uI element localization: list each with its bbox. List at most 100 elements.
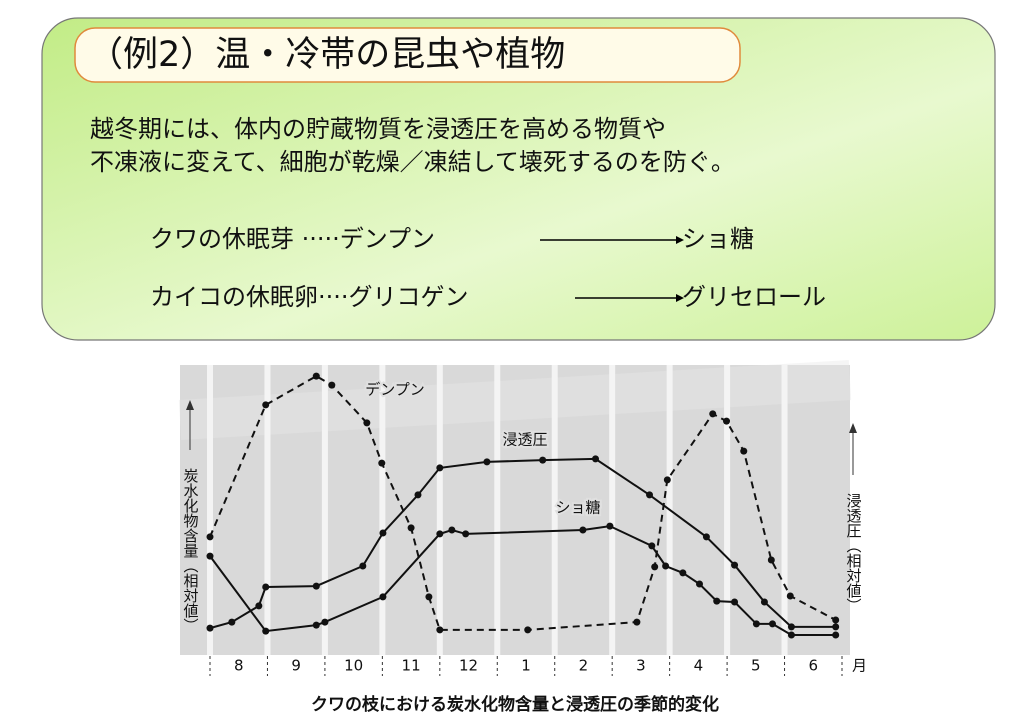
point <box>328 381 336 389</box>
point <box>787 623 795 631</box>
point <box>740 447 748 455</box>
point <box>379 529 387 537</box>
x-tick-label: 10 <box>344 657 363 675</box>
point <box>524 626 532 634</box>
point <box>414 491 422 499</box>
point <box>651 563 659 571</box>
point <box>436 530 444 538</box>
point <box>646 491 654 499</box>
point <box>262 401 270 409</box>
point <box>359 562 367 570</box>
axis-arrow-head <box>186 400 194 410</box>
point <box>206 624 214 632</box>
title: （例2）温・冷帯の昆虫や植物 <box>88 35 565 75</box>
point <box>312 372 320 380</box>
point <box>832 616 840 624</box>
point <box>663 476 671 484</box>
stripe <box>379 365 386 655</box>
stripe <box>321 365 328 655</box>
stripe <box>207 365 213 655</box>
panel <box>41 17 996 341</box>
stripe <box>724 365 731 655</box>
point <box>321 618 329 626</box>
y2-label: 浸透圧（相対値） <box>845 493 863 613</box>
point <box>312 621 320 629</box>
point <box>579 526 587 534</box>
series-line <box>209 525 836 636</box>
x-tick-label: 5 <box>751 657 761 675</box>
point <box>702 533 710 541</box>
point <box>787 631 795 639</box>
point <box>407 524 415 532</box>
x-tick-label: 12 <box>459 657 478 675</box>
point <box>786 592 794 600</box>
x-tick-label: 4 <box>694 657 704 675</box>
conv-to: ショ糖 <box>682 225 754 253</box>
point <box>448 526 456 534</box>
texture <box>178 360 852 440</box>
chart <box>178 360 852 655</box>
stripe <box>781 365 788 655</box>
chart-title: クワの枝における炭水化物含量と浸透圧の季節的変化 <box>311 694 719 715</box>
x-tick-label: 9 <box>291 657 301 675</box>
point <box>723 417 731 425</box>
x-tick-label: 2 <box>579 657 589 675</box>
point <box>436 626 444 634</box>
conv-from: クワの休眠芽 ·····デンプン <box>150 225 435 253</box>
point <box>262 583 270 591</box>
point <box>731 561 739 569</box>
y-label: 炭水化物含量（相対値） <box>182 468 200 633</box>
x-unit: 月 <box>852 657 867 675</box>
point <box>713 597 721 605</box>
conv-from: カイコの休眠卵····グリコゲン <box>150 283 469 311</box>
x-tick-label: 1 <box>521 657 531 675</box>
stripe <box>609 365 616 655</box>
series-label: デンプン <box>365 381 425 399</box>
point <box>709 410 717 418</box>
point <box>752 620 760 628</box>
point <box>378 459 386 467</box>
series-label: 浸透圧 <box>502 431 547 449</box>
series-label: ショ糖 <box>555 499 600 517</box>
point <box>255 602 263 610</box>
body-line: 不凍液に変えて、細胞が乾燥／凍結して壊死するのを防ぐ。 <box>90 148 735 176</box>
point <box>436 464 444 472</box>
point <box>679 569 687 577</box>
x-tick-label: 3 <box>636 657 646 675</box>
title-pill <box>74 27 741 83</box>
axis-arrow-head <box>849 423 857 433</box>
arrow-head <box>676 236 684 244</box>
point <box>539 456 547 464</box>
point <box>633 618 641 626</box>
stripe <box>436 365 443 655</box>
point <box>206 533 214 541</box>
point <box>483 458 491 466</box>
conv-to: グリセロール <box>682 283 826 311</box>
point <box>832 631 840 639</box>
point <box>363 419 371 427</box>
point <box>462 530 470 538</box>
point <box>312 582 320 590</box>
x-tick-label: 11 <box>402 657 421 675</box>
point <box>696 580 704 588</box>
arrow-head <box>676 294 684 302</box>
stripe <box>494 365 501 655</box>
point <box>767 556 775 564</box>
point <box>832 623 840 631</box>
stripe <box>264 365 271 655</box>
body-line: 越冬期には、体内の貯蔵物質を浸透圧を高める物質や <box>90 115 666 143</box>
point <box>379 593 387 601</box>
point <box>648 542 656 550</box>
point <box>606 522 614 530</box>
point <box>662 562 670 570</box>
stripe <box>551 365 558 655</box>
point <box>768 620 776 628</box>
x-tick-label: 8 <box>234 657 244 675</box>
point <box>206 552 214 560</box>
point <box>731 598 739 606</box>
point <box>262 627 270 635</box>
point <box>228 618 236 626</box>
point <box>425 593 433 601</box>
x-tick-label: 6 <box>808 657 818 675</box>
